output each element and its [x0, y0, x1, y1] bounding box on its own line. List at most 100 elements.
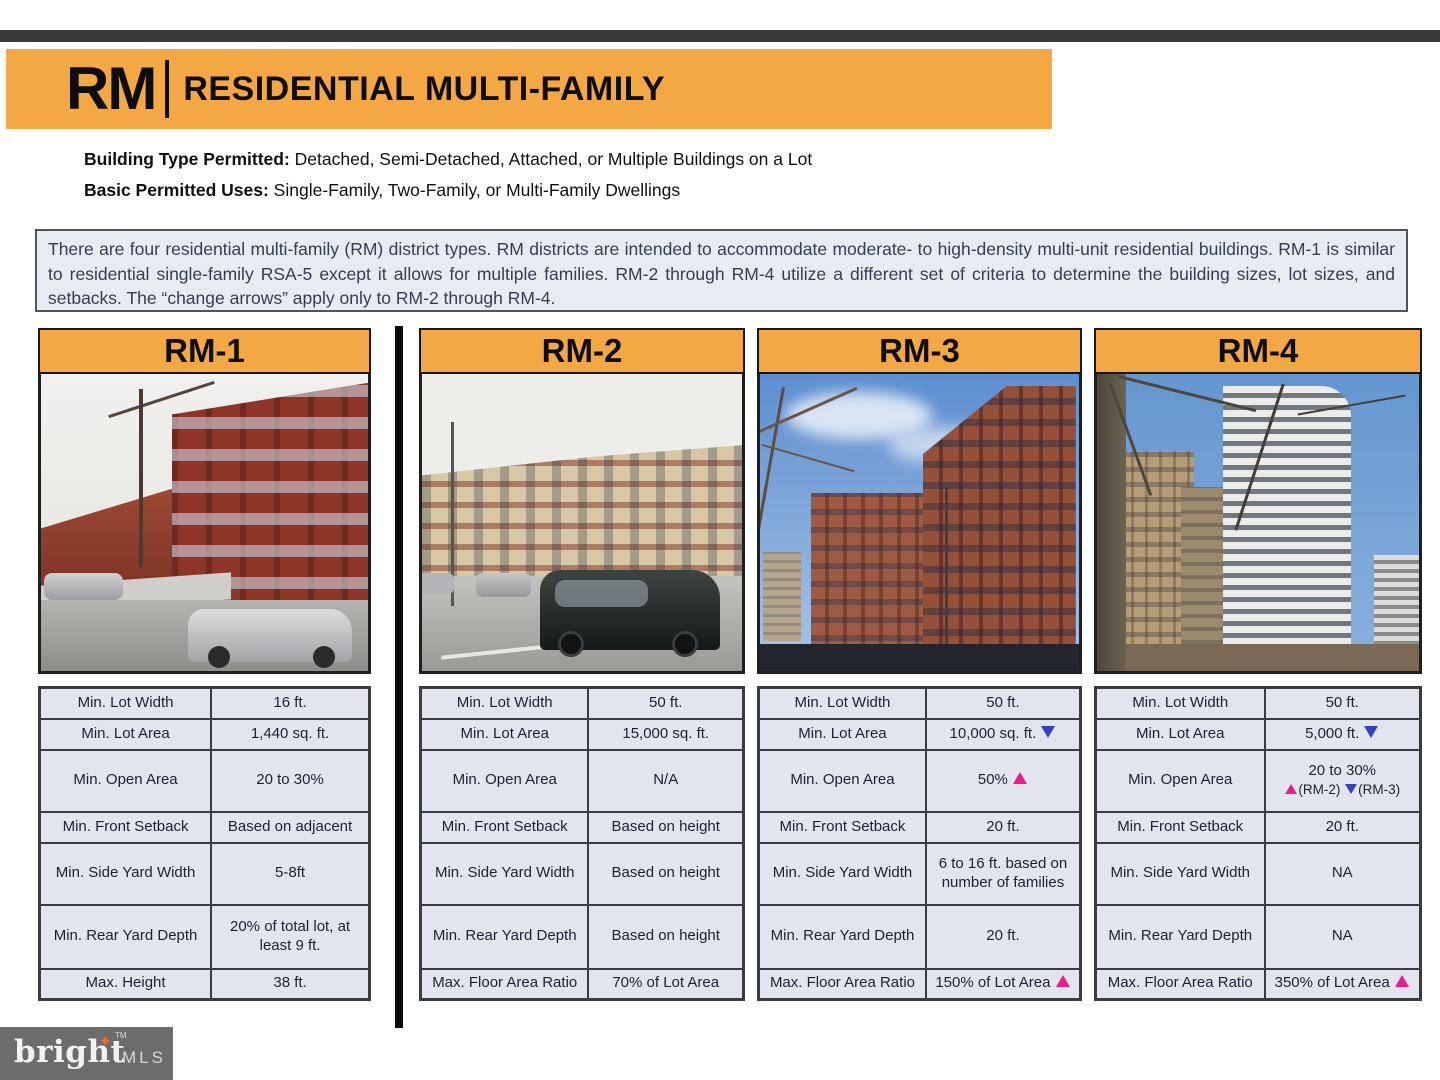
top-rule-bar — [0, 30, 1440, 42]
row-value: 10,000 sq. ft. — [924, 717, 1082, 751]
row-value: N/A — [587, 748, 745, 813]
table-row: Min. Front Setback 20 ft. — [1094, 810, 1422, 844]
row-label: Min. Lot Area — [38, 717, 213, 751]
table-row: Max. Floor Area Ratio 350% of Lot Area — [1094, 967, 1422, 1001]
value-text: 20 ft. — [1325, 817, 1359, 835]
building-type-label: Building Type Permitted: — [84, 149, 290, 169]
value-text: 150% of Lot Area — [935, 974, 1055, 992]
district-column-rm4: RM-4 Min. Lot Width 50 ft. Min. Lot Area 5,… — [1094, 328, 1422, 1001]
value-text: N/A — [653, 771, 679, 789]
row-label: Min. Side Yard Width — [757, 841, 927, 906]
silver-car — [188, 608, 352, 669]
value-text: NA — [1331, 864, 1353, 882]
row-value: 5,000 ft. — [1263, 717, 1422, 751]
value-text: 10,000 sq. ft. — [949, 724, 1041, 742]
value-text: 50 ft. — [1325, 693, 1359, 711]
decrease-arrow-icon — [1345, 783, 1358, 794]
trademark-symbol: TM — [115, 1031, 127, 1040]
value-text: 16 ft. — [273, 693, 307, 711]
row-label: Min. Lot Width — [757, 686, 927, 720]
table-row: Max. Height 38 ft. — [38, 967, 371, 1001]
row-value: 50 ft. — [1263, 686, 1422, 720]
table-row: Min. Lot Width 16 ft. — [38, 686, 371, 720]
value-text: 5-8ft — [275, 864, 306, 882]
tree-trunk — [1097, 374, 1126, 671]
tan-tower — [763, 552, 802, 642]
row-label: Max. Floor Area Ratio — [1094, 967, 1266, 1001]
value-text: (RM-2) — [1298, 781, 1345, 797]
row-value: 20 ft. — [1263, 810, 1422, 844]
row-value: 20 ft. — [924, 903, 1082, 970]
value-text: 1,440 sq. ft. — [250, 724, 330, 742]
row-label: Min. Front Setback — [1094, 810, 1266, 844]
table-row: Min. Lot Area 5,000 ft. — [1094, 717, 1422, 751]
park-ground — [1097, 644, 1419, 671]
table-row: Min. Side Yard Width 6 to 16 ft. based on… — [757, 841, 1082, 906]
brick-tower-right — [922, 385, 1076, 671]
table-row: Min. Side Yard Width NA — [1094, 841, 1422, 906]
district-title: RM-3 — [757, 328, 1082, 374]
row-value: Based on height — [587, 810, 745, 844]
table-row: Min. Rear Yard Depth NA — [1094, 903, 1422, 970]
row-value: NA — [1263, 841, 1422, 906]
row-value: 50 ft. — [587, 686, 745, 720]
table-row: Min. Rear Yard Depth 20 ft. — [757, 903, 1082, 970]
rm1-rm2-divider — [395, 326, 403, 1028]
basic-uses-line: Basic Permitted Uses: Single-Family, Two… — [84, 175, 812, 206]
table-row: Min. Front Setback Based on adjacent — [38, 810, 371, 844]
value-text: 15,000 sq. ft. — [622, 724, 710, 742]
row-label: Min. Open Area — [1094, 748, 1266, 813]
value-text: 20 to 30% — [1308, 761, 1377, 779]
value-text: Based on height — [611, 817, 720, 835]
district-description: There are four residential multi-family … — [35, 229, 1408, 312]
district-column-rm2: RM-2 Min. Lot Width 50 ft. Min. Lot Area 15… — [419, 328, 745, 1001]
table-row: Min. Open Area 20 to 30% — [38, 748, 371, 813]
row-label: Min. Lot Width — [419, 686, 590, 720]
value-text: 20 ft. — [986, 927, 1020, 945]
row-value: 16 ft. — [210, 686, 371, 720]
small-tower — [1373, 555, 1419, 651]
tan-tower — [1180, 486, 1230, 654]
row-label: Min. Lot Width — [1094, 686, 1266, 720]
table-row: Min. Side Yard Width 5-8ft — [38, 841, 371, 906]
zoning-table: Min. Lot Width 16 ft. Min. Lot Area 1,440 s… — [38, 686, 371, 1001]
table-row: Min. Rear Yard Depth 20% of total lot, at… — [38, 903, 371, 970]
parked-car — [44, 573, 123, 600]
table-row: Max. Floor Area Ratio 70% of Lot Area — [419, 967, 745, 1001]
row-value: Based on adjacent — [210, 810, 371, 844]
value-text: 50% — [977, 771, 1013, 789]
striped-skyscraper — [1222, 385, 1352, 666]
row-value: 70% of Lot Area — [587, 967, 745, 1001]
district-title: RM-1 — [38, 328, 371, 374]
value-text: 20% of total lot, at least 9 ft. — [230, 917, 351, 954]
row-label: Min. Rear Yard Depth — [757, 903, 927, 970]
row-label: Min. Rear Yard Depth — [1094, 903, 1266, 970]
row-value: 50 ft. — [924, 686, 1082, 720]
decrease-arrow-icon — [1364, 725, 1379, 738]
table-row: Min. Front Setback Based on height — [419, 810, 745, 844]
row-label: Min. Open Area — [38, 748, 213, 813]
row-label: Min. Lot Area — [419, 717, 590, 751]
zoning-table: Min. Lot Width 50 ft. Min. Lot Area 15,000 … — [419, 686, 745, 1001]
row-value: Based on height — [587, 841, 745, 906]
row-value: 6 to 16 ft. based on number of families — [924, 841, 1082, 906]
value-text: 350% of Lot Area — [1274, 974, 1394, 992]
bright-mls-logo: bright ✦ TM MLS — [0, 1027, 173, 1080]
banner-separator — [165, 60, 170, 118]
district-photo — [419, 374, 745, 674]
building-type-line: Building Type Permitted: Detached, Semi-… — [84, 144, 812, 175]
row-value: NA — [1263, 903, 1422, 970]
decrease-arrow-icon — [1041, 725, 1056, 738]
row-label: Max. Floor Area Ratio — [757, 967, 927, 1001]
row-label: Max. Floor Area Ratio — [419, 967, 590, 1001]
row-label: Min. Lot Area — [757, 717, 927, 751]
row-value: 38 ft. — [210, 967, 371, 1001]
row-value: Based on height — [587, 903, 745, 970]
table-row: Min. Lot Width 50 ft. — [1094, 686, 1422, 720]
row-label: Min. Front Setback — [38, 810, 213, 844]
zoning-table: Min. Lot Width 50 ft. Min. Lot Area 5,000 f… — [1094, 686, 1422, 1001]
table-row: Min. Open Area N/A — [419, 748, 745, 813]
value-text: 20 ft. — [986, 817, 1020, 835]
building-type-text: Detached, Semi-Detached, Attached, or Mu… — [289, 149, 813, 169]
value-text: Based on height — [611, 927, 720, 945]
